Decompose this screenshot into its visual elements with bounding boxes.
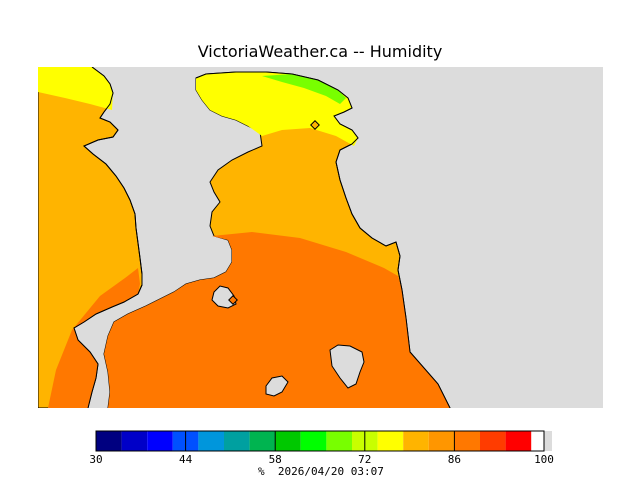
victoria-harbour [211, 285, 237, 309]
legend-swatch [198, 431, 224, 451]
legend-swatch [147, 431, 173, 451]
station-marker-victoria[interactable] [228, 295, 238, 305]
legend-swatch [454, 431, 480, 451]
legend-tick-label: 72 [358, 453, 372, 466]
legend-swatch [428, 431, 455, 451]
zone-west-yellow [38, 67, 113, 110]
station-marker-north[interactable] [310, 120, 320, 130]
legend-swatch [275, 431, 301, 451]
legend-caption: % 2026/04/20 03:07 [258, 465, 384, 478]
legend-tick-label: 100 [534, 453, 554, 466]
legend-swatch [403, 431, 429, 451]
legend-color-bar [95, 430, 552, 452]
legend-tick-label: 86 [447, 453, 462, 466]
zone-west-orange [48, 268, 140, 408]
legend-swatch [377, 431, 404, 451]
legend-swatch [480, 431, 506, 451]
legend-swatch [96, 431, 122, 451]
map-title: VictoriaWeather.ca -- Humidity [197, 42, 443, 61]
legend-tick-label: 58 [268, 453, 282, 466]
island-east [329, 344, 365, 389]
east-coastline [195, 71, 451, 408]
legend-swatch [224, 431, 250, 451]
west-coastline [73, 67, 143, 408]
legend-tick-label: 30 [89, 453, 103, 466]
island-south [265, 375, 289, 397]
legend-swatch [300, 431, 327, 451]
legend-timestamp: 2026/04/20 03:07 [277, 465, 384, 478]
map-frame [38, 67, 603, 408]
legend-swatch [505, 431, 532, 451]
legend-swatch [121, 431, 148, 451]
legend-overflow-swatch [544, 431, 552, 451]
legend-unit: % [258, 465, 265, 478]
zone-east-green [262, 74, 346, 104]
legend-swatch [326, 431, 352, 451]
legend-swatch [249, 431, 276, 451]
legend-tick-label: 44 [178, 453, 193, 466]
